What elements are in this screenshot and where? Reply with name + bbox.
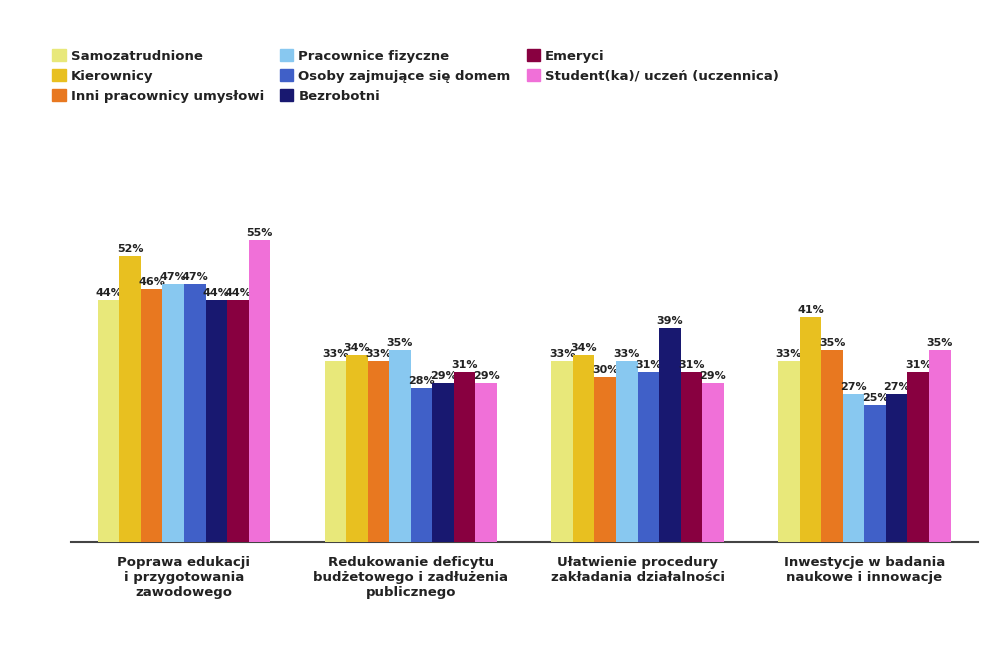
Text: 35%: 35% — [926, 338, 953, 348]
Bar — [411, 388, 432, 542]
Bar — [119, 256, 141, 542]
Bar — [389, 350, 411, 542]
Text: 29%: 29% — [429, 371, 457, 381]
Bar — [843, 394, 865, 542]
Text: 29%: 29% — [473, 371, 500, 381]
Bar — [454, 371, 476, 542]
Text: 39%: 39% — [656, 316, 683, 326]
Bar — [680, 371, 703, 542]
Bar — [703, 383, 724, 542]
Text: 27%: 27% — [841, 381, 867, 391]
Text: 28%: 28% — [408, 376, 434, 386]
Text: 52%: 52% — [117, 245, 143, 254]
Text: 34%: 34% — [571, 343, 597, 353]
Text: 33%: 33% — [365, 348, 392, 359]
Bar — [183, 284, 206, 542]
Bar — [227, 300, 249, 542]
Text: 44%: 44% — [203, 288, 230, 298]
Bar — [865, 405, 886, 542]
Bar — [476, 383, 497, 542]
Bar — [595, 377, 616, 542]
Bar — [616, 361, 638, 542]
Text: 55%: 55% — [246, 228, 272, 238]
Text: 47%: 47% — [160, 272, 186, 282]
Text: 33%: 33% — [549, 348, 576, 359]
Text: 47%: 47% — [181, 272, 208, 282]
Bar — [249, 240, 270, 542]
Bar — [907, 371, 929, 542]
Text: 33%: 33% — [323, 348, 349, 359]
Bar — [551, 361, 573, 542]
Text: 29%: 29% — [700, 371, 727, 381]
Text: 31%: 31% — [905, 360, 931, 369]
Text: 31%: 31% — [452, 360, 478, 369]
Text: 46%: 46% — [138, 277, 165, 288]
Text: 30%: 30% — [592, 365, 619, 375]
Text: 35%: 35% — [387, 338, 413, 348]
Bar — [325, 361, 346, 542]
Text: 34%: 34% — [344, 343, 370, 353]
Text: 31%: 31% — [678, 360, 705, 369]
Bar — [162, 284, 183, 542]
Bar — [346, 356, 368, 542]
Bar — [886, 394, 907, 542]
Bar — [141, 290, 162, 542]
Text: 33%: 33% — [776, 348, 802, 359]
Bar — [573, 356, 595, 542]
Bar — [929, 350, 951, 542]
Bar — [637, 371, 659, 542]
Text: 44%: 44% — [95, 288, 122, 298]
Text: 27%: 27% — [883, 381, 910, 391]
Bar — [368, 361, 389, 542]
Text: 25%: 25% — [862, 393, 888, 403]
Text: 44%: 44% — [225, 288, 251, 298]
Bar — [659, 328, 680, 542]
Text: 41%: 41% — [797, 305, 824, 315]
Legend: Samozatrudnione, Kierownicy, Inni pracownicy umysłowi, Pracownice fizyczne, Osob: Samozatrudnione, Kierownicy, Inni pracow… — [52, 50, 779, 103]
Text: 33%: 33% — [614, 348, 640, 359]
Text: 35%: 35% — [818, 338, 846, 348]
Bar — [432, 383, 454, 542]
Bar — [778, 361, 799, 542]
Text: 31%: 31% — [635, 360, 661, 369]
Bar — [206, 300, 227, 542]
Bar — [799, 317, 822, 542]
Bar — [822, 350, 843, 542]
Bar — [98, 300, 119, 542]
